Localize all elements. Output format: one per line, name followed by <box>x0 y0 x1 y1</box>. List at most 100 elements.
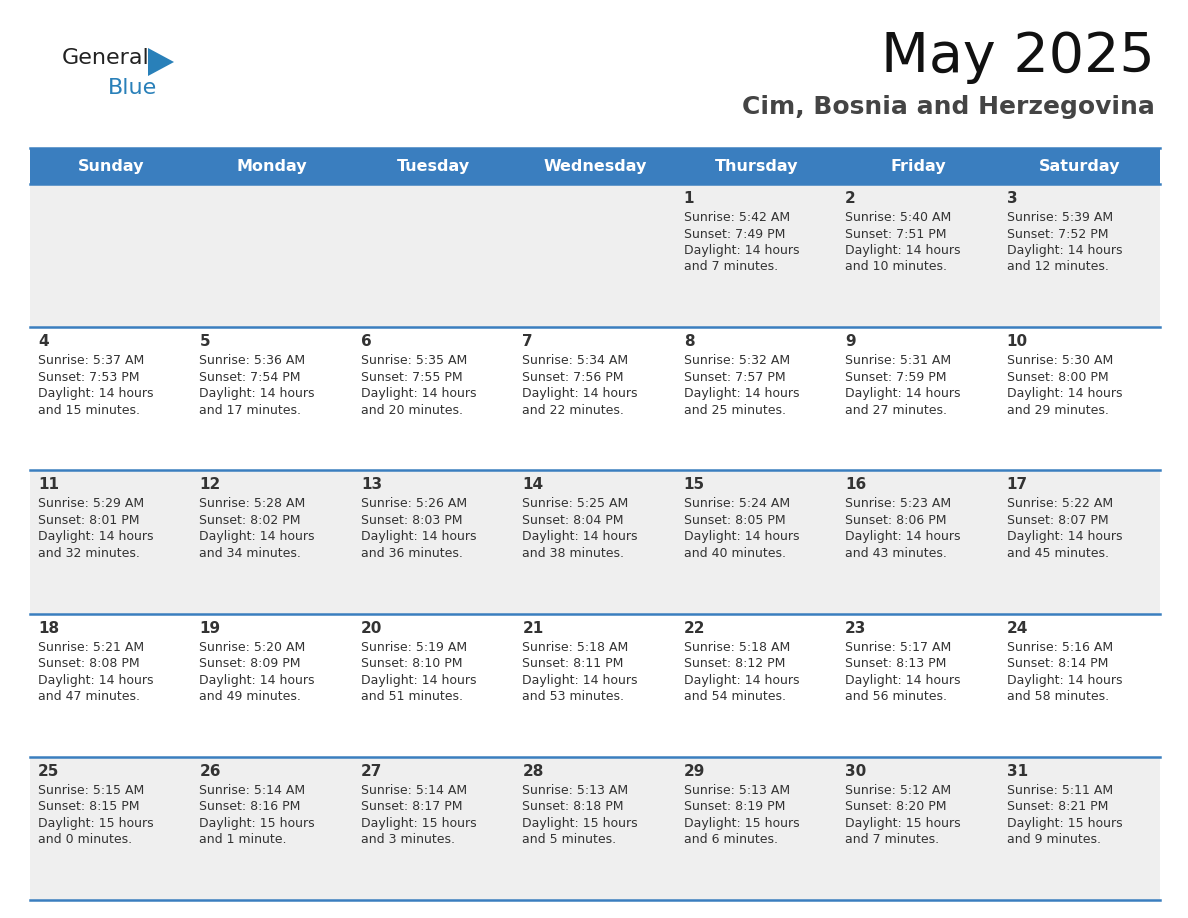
Text: and 12 minutes.: and 12 minutes. <box>1006 261 1108 274</box>
Text: Daylight: 14 hours: Daylight: 14 hours <box>845 387 961 400</box>
Text: 3: 3 <box>1006 191 1017 206</box>
Bar <box>191 470 353 613</box>
Text: and 20 minutes.: and 20 minutes. <box>361 404 463 417</box>
Text: Cim, Bosnia and Herzegovina: Cim, Bosnia and Herzegovina <box>742 95 1155 119</box>
Text: and 10 minutes.: and 10 minutes. <box>845 261 947 274</box>
Text: Sunrise: 5:17 AM: Sunrise: 5:17 AM <box>845 641 952 654</box>
Text: Daylight: 14 hours: Daylight: 14 hours <box>684 244 800 257</box>
Bar <box>676 756 838 900</box>
Text: Daylight: 14 hours: Daylight: 14 hours <box>361 387 476 400</box>
Text: General: General <box>62 48 150 68</box>
Text: Sunset: 7:51 PM: Sunset: 7:51 PM <box>845 228 947 241</box>
Text: 28: 28 <box>523 764 544 778</box>
Text: Sunrise: 5:18 AM: Sunrise: 5:18 AM <box>523 641 628 654</box>
Text: and 22 minutes.: and 22 minutes. <box>523 404 624 417</box>
Text: 21: 21 <box>523 621 544 635</box>
Text: Sunset: 8:17 PM: Sunset: 8:17 PM <box>361 800 462 813</box>
Text: and 58 minutes.: and 58 minutes. <box>1006 690 1108 703</box>
Text: and 29 minutes.: and 29 minutes. <box>1006 404 1108 417</box>
Bar <box>999 148 1159 184</box>
Bar <box>191 756 353 900</box>
Text: and 15 minutes.: and 15 minutes. <box>38 404 140 417</box>
Text: and 43 minutes.: and 43 minutes. <box>845 547 947 560</box>
Bar <box>30 327 191 470</box>
Text: Sunrise: 5:42 AM: Sunrise: 5:42 AM <box>684 211 790 224</box>
Text: and 7 minutes.: and 7 minutes. <box>845 834 940 846</box>
Text: Sunset: 8:09 PM: Sunset: 8:09 PM <box>200 657 301 670</box>
Text: Sunset: 8:02 PM: Sunset: 8:02 PM <box>200 514 301 527</box>
Text: Sunset: 8:13 PM: Sunset: 8:13 PM <box>845 657 947 670</box>
Text: Daylight: 14 hours: Daylight: 14 hours <box>38 531 153 543</box>
Text: Daylight: 15 hours: Daylight: 15 hours <box>200 817 315 830</box>
Text: Daylight: 14 hours: Daylight: 14 hours <box>1006 244 1123 257</box>
Text: 14: 14 <box>523 477 543 492</box>
Bar <box>353 613 514 756</box>
Text: Wednesday: Wednesday <box>543 160 646 174</box>
Text: 2: 2 <box>845 191 855 206</box>
Text: Saturday: Saturday <box>1038 160 1120 174</box>
Text: and 49 minutes.: and 49 minutes. <box>200 690 302 703</box>
Text: and 9 minutes.: and 9 minutes. <box>1006 834 1100 846</box>
Text: 1: 1 <box>684 191 694 206</box>
Text: and 25 minutes.: and 25 minutes. <box>684 404 785 417</box>
Bar <box>191 184 353 327</box>
Text: Daylight: 14 hours: Daylight: 14 hours <box>1006 387 1123 400</box>
Text: Friday: Friday <box>890 160 946 174</box>
Text: 29: 29 <box>684 764 706 778</box>
Bar <box>999 756 1159 900</box>
Text: Sunrise: 5:13 AM: Sunrise: 5:13 AM <box>523 784 628 797</box>
Text: Sunset: 7:56 PM: Sunset: 7:56 PM <box>523 371 624 384</box>
Text: Sunrise: 5:39 AM: Sunrise: 5:39 AM <box>1006 211 1113 224</box>
Text: 20: 20 <box>361 621 383 635</box>
Text: Sunset: 8:16 PM: Sunset: 8:16 PM <box>200 800 301 813</box>
Text: Sunset: 8:00 PM: Sunset: 8:00 PM <box>1006 371 1108 384</box>
Bar <box>676 470 838 613</box>
Text: Daylight: 14 hours: Daylight: 14 hours <box>523 674 638 687</box>
Text: and 3 minutes.: and 3 minutes. <box>361 834 455 846</box>
Text: and 40 minutes.: and 40 minutes. <box>684 547 785 560</box>
Text: 23: 23 <box>845 621 866 635</box>
Text: Sunset: 8:03 PM: Sunset: 8:03 PM <box>361 514 462 527</box>
Text: Sunrise: 5:14 AM: Sunrise: 5:14 AM <box>361 784 467 797</box>
Text: Sunset: 8:14 PM: Sunset: 8:14 PM <box>1006 657 1108 670</box>
Text: Daylight: 14 hours: Daylight: 14 hours <box>200 674 315 687</box>
Text: Sunset: 8:21 PM: Sunset: 8:21 PM <box>1006 800 1108 813</box>
Text: Sunset: 8:01 PM: Sunset: 8:01 PM <box>38 514 139 527</box>
Text: Sunrise: 5:14 AM: Sunrise: 5:14 AM <box>200 784 305 797</box>
Bar <box>353 756 514 900</box>
Text: and 27 minutes.: and 27 minutes. <box>845 404 947 417</box>
Text: Sunset: 8:05 PM: Sunset: 8:05 PM <box>684 514 785 527</box>
Text: Sunrise: 5:12 AM: Sunrise: 5:12 AM <box>845 784 952 797</box>
Bar <box>838 327 999 470</box>
Text: 26: 26 <box>200 764 221 778</box>
Text: Daylight: 15 hours: Daylight: 15 hours <box>1006 817 1123 830</box>
Text: 7: 7 <box>523 334 533 349</box>
Text: and 0 minutes.: and 0 minutes. <box>38 834 132 846</box>
Text: and 5 minutes.: and 5 minutes. <box>523 834 617 846</box>
Bar <box>353 184 514 327</box>
Bar <box>191 613 353 756</box>
Text: Sunrise: 5:37 AM: Sunrise: 5:37 AM <box>38 354 144 367</box>
Text: Thursday: Thursday <box>715 160 798 174</box>
Text: 27: 27 <box>361 764 383 778</box>
Text: Daylight: 14 hours: Daylight: 14 hours <box>361 531 476 543</box>
Text: Daylight: 15 hours: Daylight: 15 hours <box>38 817 153 830</box>
Bar <box>999 184 1159 327</box>
Text: Monday: Monday <box>236 160 308 174</box>
Bar <box>514 184 676 327</box>
Text: 11: 11 <box>38 477 59 492</box>
Text: Daylight: 14 hours: Daylight: 14 hours <box>38 674 153 687</box>
Text: Daylight: 14 hours: Daylight: 14 hours <box>684 674 800 687</box>
Text: Sunrise: 5:22 AM: Sunrise: 5:22 AM <box>1006 498 1113 510</box>
Polygon shape <box>148 48 173 76</box>
Text: Sunrise: 5:26 AM: Sunrise: 5:26 AM <box>361 498 467 510</box>
Bar <box>30 613 191 756</box>
Text: Sunset: 8:18 PM: Sunset: 8:18 PM <box>523 800 624 813</box>
Text: Sunrise: 5:31 AM: Sunrise: 5:31 AM <box>845 354 952 367</box>
Text: Sunset: 8:08 PM: Sunset: 8:08 PM <box>38 657 140 670</box>
Text: Daylight: 14 hours: Daylight: 14 hours <box>845 244 961 257</box>
Text: Sunset: 7:57 PM: Sunset: 7:57 PM <box>684 371 785 384</box>
Bar <box>838 184 999 327</box>
Text: Daylight: 15 hours: Daylight: 15 hours <box>361 817 476 830</box>
Text: Daylight: 14 hours: Daylight: 14 hours <box>38 387 153 400</box>
